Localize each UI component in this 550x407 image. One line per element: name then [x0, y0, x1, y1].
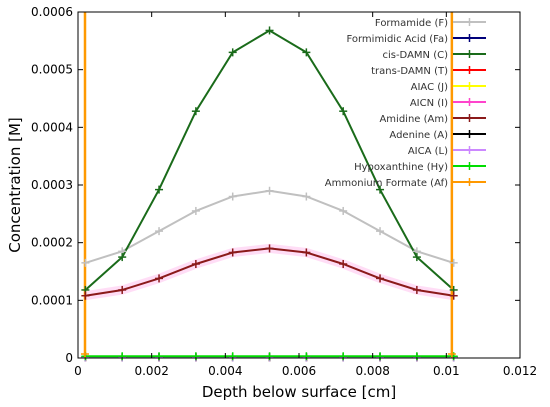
hypoxanthine-point-5: [265, 352, 274, 361]
y-tick-label: 0: [65, 351, 73, 365]
y-tick-label: 0.0001: [31, 293, 73, 307]
cis-damn-point-5: [265, 26, 274, 35]
cis-damn-point-4: [228, 48, 237, 57]
hypoxanthine-point-7: [339, 352, 348, 361]
legend-item-formimidic-acid: Formimidic Acid (Fa): [346, 34, 486, 45]
x-tick-label: 0.01: [433, 364, 460, 378]
amidine-point-9: [412, 285, 421, 294]
legend-label: Formimidic Acid (Fa): [346, 34, 448, 45]
legend-label: AICA (L): [408, 146, 448, 157]
legend-marker-cis-damn: [465, 50, 474, 58]
legend-marker-amidine: [465, 114, 474, 122]
x-tick-label: 0: [74, 364, 82, 378]
formamide-point-2: [155, 227, 164, 236]
formamide-point-4: [228, 192, 237, 201]
formamide-point-10: [449, 258, 458, 267]
legend-label: AIAC (J): [411, 82, 448, 93]
y-tick-label: 0.0005: [31, 63, 73, 77]
legend-label: Amidine (Am): [379, 114, 448, 125]
cis-damn-point-1: [118, 253, 127, 262]
legend-item-formamide: Formamide (F): [375, 18, 486, 29]
legend-item-amidine: Amidine (Am): [379, 114, 486, 125]
cis-damn-point-9: [412, 253, 421, 262]
legend-marker-aiac: [465, 82, 474, 90]
legend-label: Ammonium Formate (Af): [325, 178, 448, 189]
legend-marker-formimidic-acid: [465, 34, 474, 42]
y-tick-label: 0.0003: [31, 178, 73, 192]
amidine-point-4: [228, 248, 237, 257]
hypoxanthine-point-6: [302, 352, 311, 361]
cis-damn-point-6: [302, 48, 311, 57]
amidine-point-10: [449, 291, 458, 300]
hypoxanthine-point-3: [191, 352, 200, 361]
hypoxanthine-point-8: [376, 352, 385, 361]
legend-label: AICN (I): [410, 98, 448, 109]
legend-marker-trans-damn: [465, 66, 474, 74]
legend-label: Hypoxanthine (Hy): [354, 162, 448, 173]
legend-label: trans-DAMN (T): [371, 66, 448, 77]
ammonium-formate-spike-point-0: [80, 350, 89, 358]
legend-item-trans-damn: trans-DAMN (T): [371, 66, 486, 77]
amidine-point-6: [302, 248, 311, 257]
cis-damn-point-7: [339, 107, 348, 116]
x-tick-label: 0.012: [503, 364, 537, 378]
hypoxanthine-point-4: [228, 352, 237, 361]
y-tick-label: 0.0004: [31, 120, 73, 134]
x-tick-label: 0.008: [355, 364, 389, 378]
formamide-point-7: [339, 206, 348, 215]
y-axis-label: Concentration [M]: [6, 117, 24, 253]
formamide-point-6: [302, 192, 311, 201]
hypoxanthine-point-1: [118, 352, 127, 361]
cis-damn-point-2: [155, 185, 164, 194]
amidine-point-3: [191, 260, 200, 269]
legend-marker-adenine: [465, 130, 474, 138]
axes-layer: 0 0.002 0.004 0.006 0.008 0.01 0.012 0 0.0001 0.0…: [31, 5, 537, 378]
amidine-point-5: [265, 244, 274, 253]
legend-marker-ammonium-formate: [465, 178, 474, 186]
amidine-point-0: [81, 291, 90, 300]
y-tick-label: 0.0006: [31, 5, 73, 19]
legend-marker-aicn: [465, 98, 474, 106]
legend-label: cis-DAMN (C): [382, 50, 448, 61]
formamide-point-5: [265, 186, 274, 195]
x-tick-label: 0.002: [134, 364, 168, 378]
amidine-point-2: [155, 274, 164, 283]
legend-item-aica: AICA (L): [408, 146, 486, 157]
x-axis-label: Depth below surface [cm]: [202, 383, 396, 401]
hypoxanthine-point-9: [412, 352, 421, 361]
x-tick-label: 0.004: [208, 364, 242, 378]
formamide-point-8: [376, 227, 385, 236]
vertical-lines-layer: [83, 12, 454, 358]
legend-item-aiac: AIAC (J): [411, 82, 486, 93]
cis-damn-point-8: [376, 185, 385, 194]
legend-item-ammonium-formate: Ammonium Formate (Af): [325, 178, 486, 189]
amidine-point-7: [339, 260, 348, 269]
amidine-point-1: [118, 285, 127, 294]
y-tick-label: 0.0002: [31, 236, 73, 250]
legend-item-adenine: Adenine (A): [389, 130, 486, 141]
cis-damn-point-3: [191, 107, 200, 116]
legend: Formamide (F) Formimidic Acid (Fa) cis-DAM…: [325, 18, 486, 189]
legend-marker-hypoxanthine: [465, 162, 474, 170]
legend-label: Adenine (A): [389, 130, 448, 141]
formamide-point-3: [191, 206, 200, 215]
legend-item-aicn: AICN (I): [410, 98, 486, 109]
formamide-point-0: [81, 258, 90, 267]
hypoxanthine-point-2: [155, 352, 164, 361]
x-tick-label: 0.006: [282, 364, 316, 378]
legend-item-cis-damn: cis-DAMN (C): [382, 50, 486, 61]
markers-layer: [80, 26, 458, 362]
legend-marker-aica: [465, 146, 474, 154]
amidine-point-8: [376, 274, 385, 283]
legend-item-hypoxanthine: Hypoxanthine (Hy): [354, 162, 486, 173]
legend-marker-formamide: [465, 18, 474, 26]
ammonium-formate-spike-point-1: [447, 350, 456, 358]
legend-label: Formamide (F): [375, 18, 448, 29]
